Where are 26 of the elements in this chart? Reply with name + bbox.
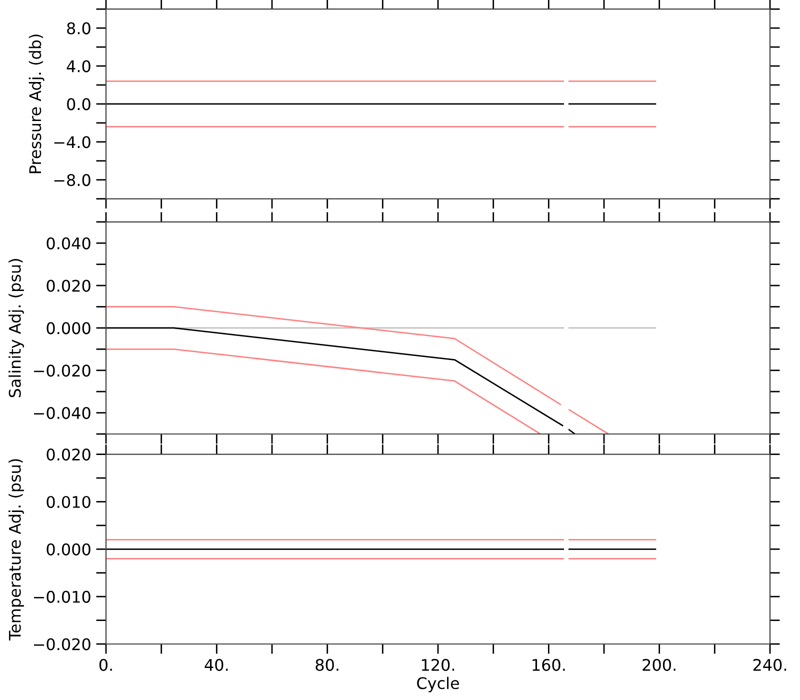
x-tick-label: 120.: [422, 658, 454, 671]
y-tick-label: 0.040: [46, 237, 90, 250]
y-tick-label: −0.040: [34, 407, 90, 420]
x-axis-title: Cycle: [417, 676, 459, 692]
x-tick-label: 200.: [642, 658, 676, 671]
y-tick-label: 0.020: [46, 280, 90, 292]
y-tick-label: 8.0: [67, 22, 90, 34]
x-tick-label: 0.: [99, 658, 112, 671]
x-tick-label: 80.: [316, 658, 338, 671]
y-tick-label: 0.0: [67, 98, 90, 110]
y-tick-label: −0.020: [34, 364, 90, 377]
y-tick-label: −4.0: [54, 136, 90, 148]
y-axis-title: Salinity Adj. (psu): [8, 259, 24, 398]
y-tick-label: −8.0: [54, 174, 90, 186]
x-tick-label: 40.: [204, 658, 228, 671]
y-tick-label: 0.000: [46, 543, 90, 556]
y-tick-label: 0.020: [46, 448, 90, 461]
y-tick-label: 0.010: [46, 496, 90, 508]
y-tick-label: −0.020: [34, 638, 90, 650]
y-axis-title: Pressure Adj. (db): [28, 34, 44, 174]
x-tick-label: 240.: [753, 658, 786, 671]
y-tick-label: 0.000: [46, 322, 90, 334]
y-tick-label: −0.010: [34, 590, 90, 603]
x-tick-label: 160.: [532, 658, 565, 671]
y-axis-title: Temperature Adj. (psu): [8, 459, 24, 641]
y-tick-label: 4.0: [66, 60, 90, 72]
